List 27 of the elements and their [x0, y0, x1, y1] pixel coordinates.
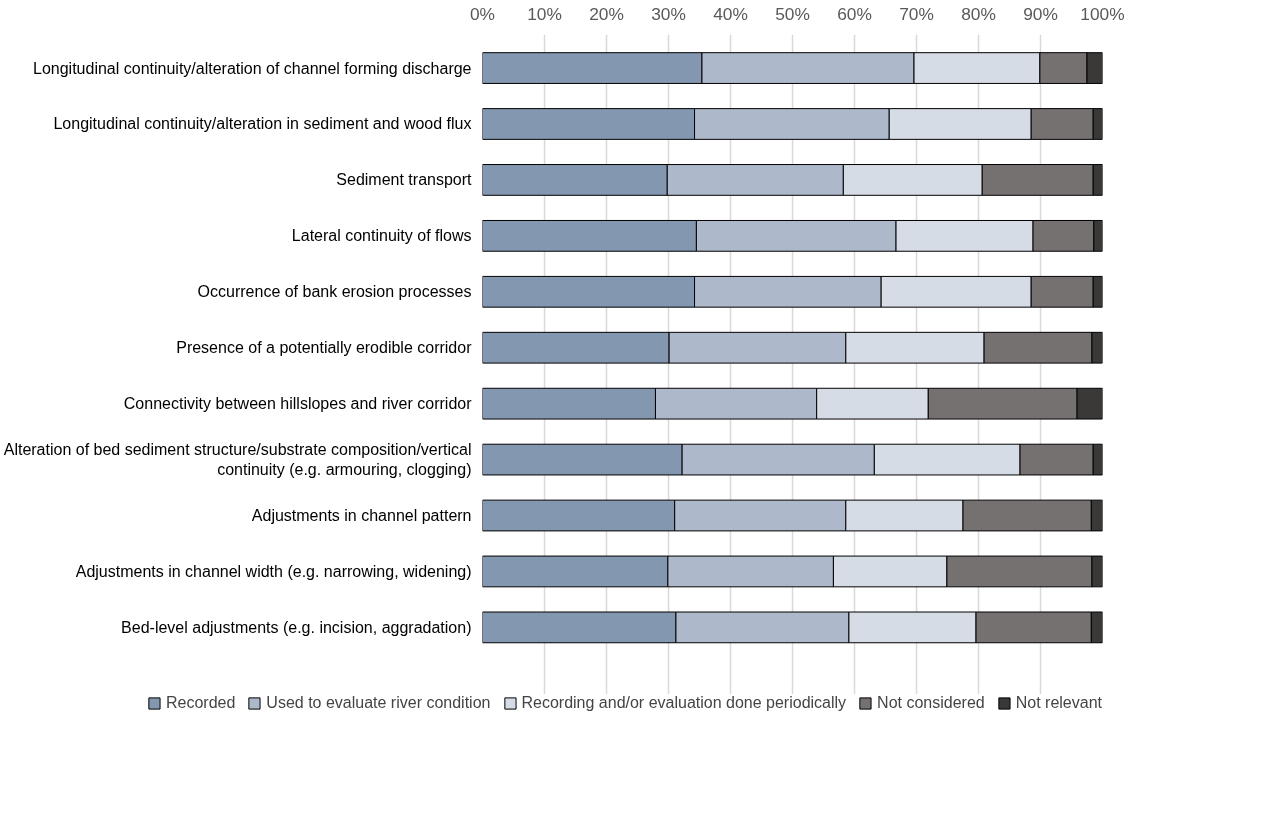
x-tick-label: 0%: [469, 3, 496, 24]
x-tick-label: 80%: [961, 3, 996, 24]
x-tick-label: 30%: [651, 3, 686, 24]
x-tick-label: 20%: [589, 3, 624, 24]
legend-label: Recorded: [165, 694, 236, 712]
x-tick-label: 10%: [527, 3, 562, 24]
y-tick-label: Sediment transport: [336, 171, 473, 189]
y-tick-label: Lateral continuity of flows: [291, 227, 472, 245]
y-tick-label: Bed-level adjustments (e.g. incision, aggradation): [121, 618, 472, 636]
x-tick-label: 50%: [775, 3, 810, 24]
x-tick-label: 70%: [899, 3, 934, 24]
y-tick-label: Occurrence of bank erosion processes: [197, 283, 472, 301]
y-tick-label: Adjustments in channel pattern: [251, 507, 472, 525]
legend-label: Not considered: [877, 694, 985, 712]
y-tick-label: Longitudinal continuity/alteration in sediment and wood flux: [53, 115, 472, 133]
y-tick-label: Alteration of bed sediment structure/substrate composition/vertical continuity (e.g. armouring, clogging): [3, 440, 472, 479]
legend-label: Recording and/or evaluation done periodically: [521, 694, 847, 712]
x-tick-label: 60%: [837, 3, 872, 24]
y-tick-label: Connectivity between hillslopes and river corridor: [123, 395, 473, 413]
legend-label: Used to evaluate river condition: [266, 694, 491, 712]
y-tick-label: Adjustments in channel width (e.g. narrowing, widening): [75, 562, 472, 580]
legend-label: Not relevant: [1015, 694, 1102, 712]
y-tick-label: Presence of a potentially erodible corridor: [176, 339, 473, 357]
x-tick-label: 100%: [1080, 3, 1125, 24]
y-tick-label: Longitudinal continuity/alteration of channel forming discharge: [33, 59, 472, 77]
x-tick-label: 40%: [713, 3, 748, 24]
x-tick-label: 90%: [1023, 3, 1058, 24]
